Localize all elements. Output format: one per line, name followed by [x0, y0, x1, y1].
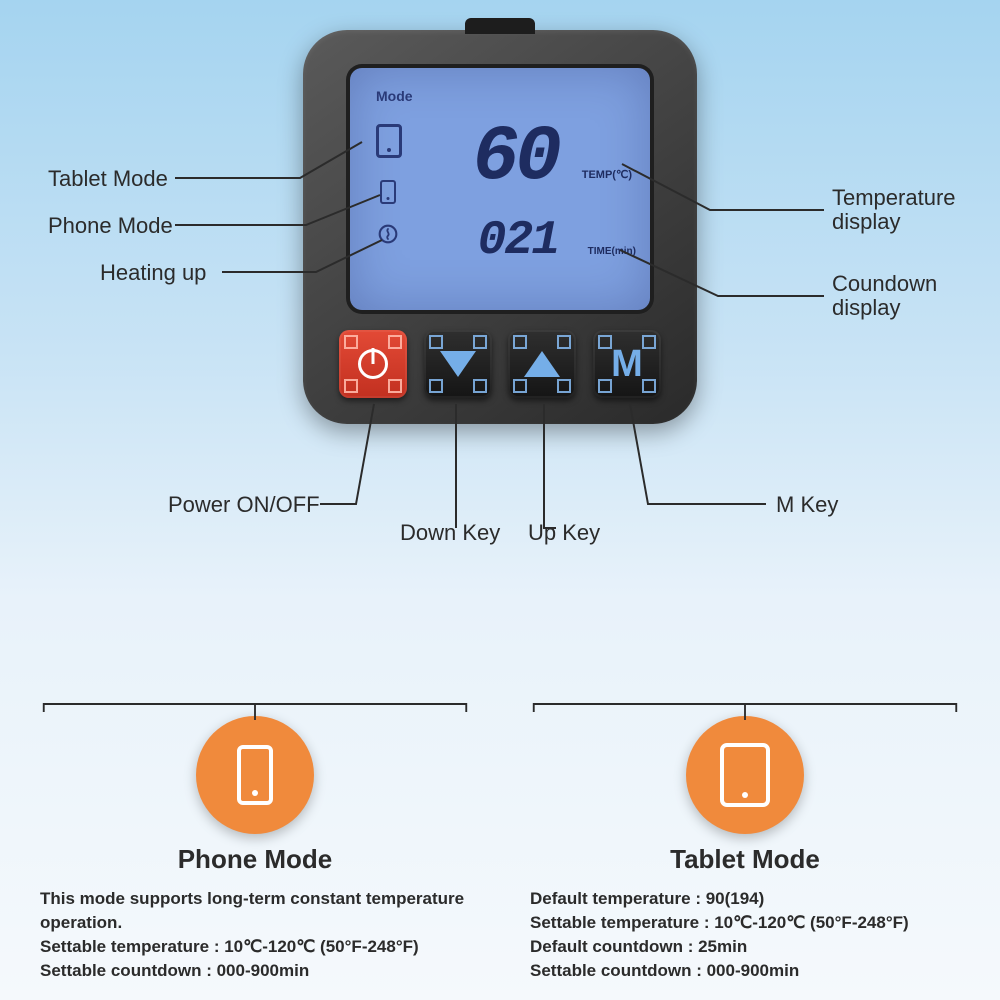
callout-power: Power ON/OFF [168, 492, 320, 518]
device-panel: Mode 60 TEMP(℃) 021 TIME(min) [303, 30, 697, 424]
up-button[interactable] [508, 330, 576, 398]
tablet-mode-icon [376, 124, 402, 158]
callout-countdown: Coundowndisplay [832, 272, 937, 320]
heating-icon [378, 224, 398, 244]
m-letter-icon: M [611, 343, 643, 386]
phone-mode-line-1: Settable temperature : 10℃-120℃ (50°F-24… [40, 935, 470, 959]
power-icon [358, 349, 388, 379]
phone-mode-title: Phone Mode [40, 844, 470, 875]
phone-mode-icon-badge [196, 716, 314, 834]
tablet-mode-line-0: Default temperature : 90(194) [530, 887, 960, 911]
triangle-down-icon [440, 351, 476, 377]
tablet-mode-line-2: Default countdown : 25min [530, 935, 960, 959]
device-button-row: M [339, 330, 661, 398]
phone-mode-line-0: This mode supports long-term constant te… [40, 887, 470, 935]
callout-temp-display: Temperaturedisplay [832, 186, 956, 234]
lcd-mode-label: Mode [376, 88, 413, 104]
phone-mode-column: Phone Mode This mode supports long-term … [40, 700, 470, 984]
down-button[interactable] [424, 330, 492, 398]
callout-heating-up: Heating up [100, 260, 206, 286]
phone-mode-icon [380, 180, 396, 204]
tablet-mode-body: Default temperature : 90(194) Settable t… [530, 887, 960, 984]
phone-mode-body: This mode supports long-term constant te… [40, 887, 470, 984]
lcd-time-value: 021 [478, 214, 558, 268]
lcd-temp-unit: TEMP(℃) [582, 168, 632, 181]
m-button[interactable]: M [593, 330, 661, 398]
tablet-mode-title: Tablet Mode [530, 844, 960, 875]
phone-icon [237, 745, 273, 805]
callout-phone-mode: Phone Mode [48, 213, 173, 239]
lcd-time-unit: TIME(min) [588, 246, 636, 257]
infographic-stage: Mode 60 TEMP(℃) 021 TIME(min) [0, 0, 1000, 1000]
tablet-mode-icon-badge [686, 716, 804, 834]
callout-tablet-mode: Tablet Mode [48, 166, 168, 192]
tablet-mode-column: Tablet Mode Default temperature : 90(194… [530, 700, 960, 984]
power-button[interactable] [339, 330, 407, 398]
tablet-mode-line-1: Settable temperature : 10℃-120℃ (50°F-24… [530, 911, 960, 935]
tablet-mode-line-3: Settable countdown : 000-900min [530, 959, 960, 983]
triangle-up-icon [524, 351, 560, 377]
phone-mode-line-2: Settable countdown : 000-900min [40, 959, 470, 983]
lcd-temp-value: 60 [472, 114, 558, 202]
tablet-icon [720, 743, 770, 807]
callout-up: Up Key [528, 520, 600, 546]
callout-down: Down Key [400, 520, 500, 546]
callout-m: M Key [776, 492, 838, 518]
modes-section: Phone Mode This mode supports long-term … [40, 700, 960, 984]
device-lcd: Mode 60 TEMP(℃) 021 TIME(min) [350, 68, 650, 310]
